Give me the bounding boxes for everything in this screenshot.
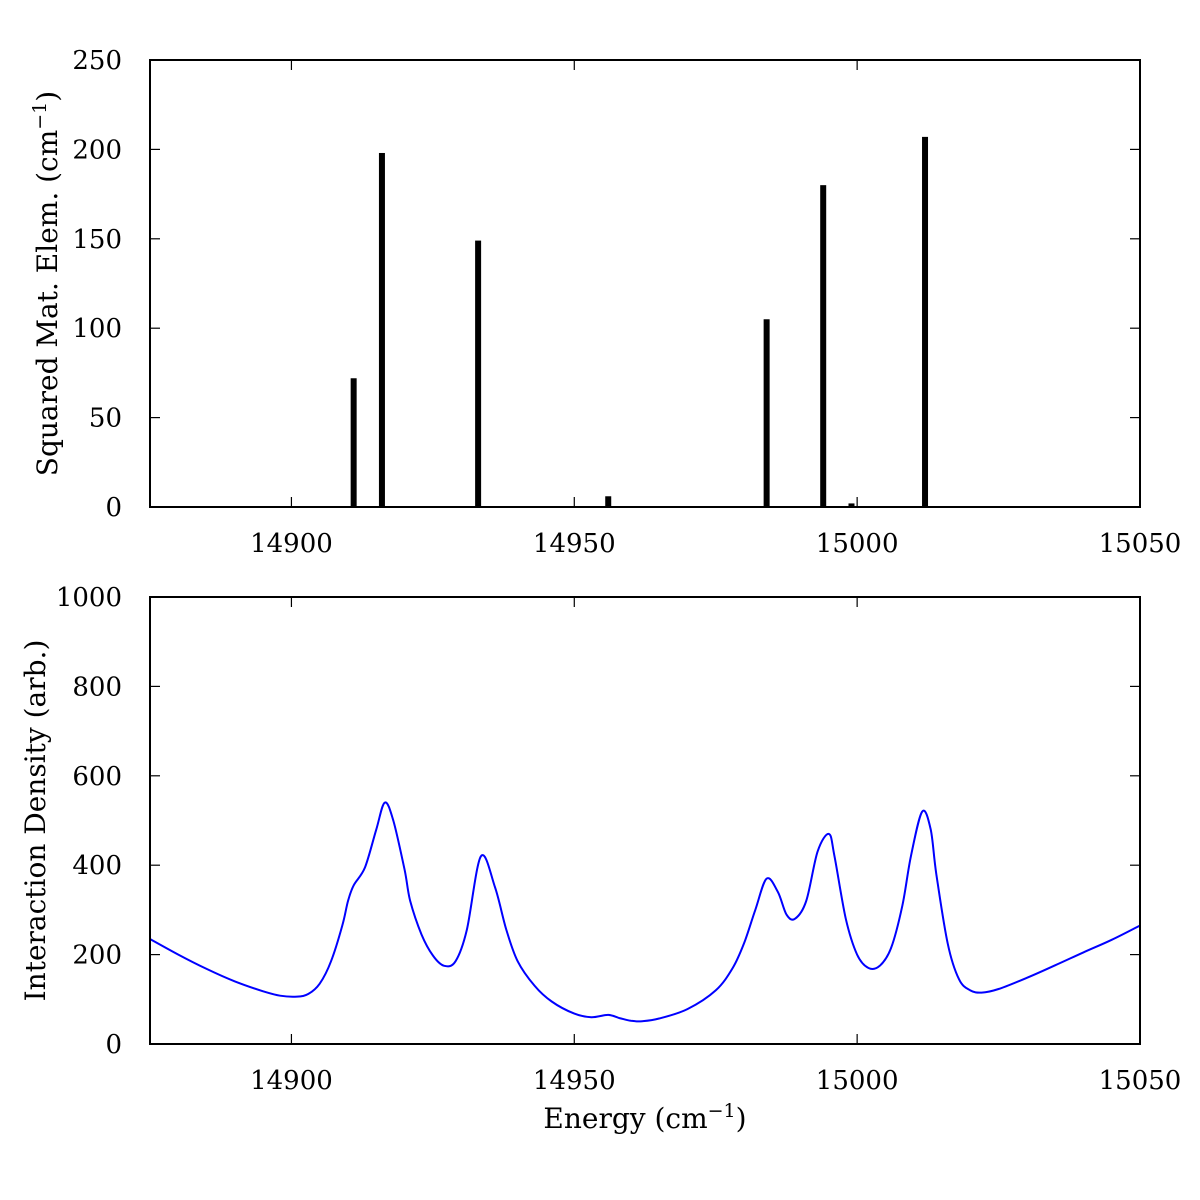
- y-tick-label: 800: [72, 672, 122, 702]
- top-y-axis-label-superscript: −1: [29, 102, 51, 130]
- y-tick-label: 200: [72, 135, 122, 165]
- bars-group: [350, 136, 929, 507]
- x-tick-label: 15000: [816, 1066, 899, 1096]
- bottom-x-axis-label-superscript: −1: [708, 1100, 736, 1122]
- x-tick-label: 15050: [1099, 529, 1182, 559]
- bar: [820, 185, 827, 507]
- y-tick-label: 250: [72, 46, 122, 76]
- y-tick-label: 150: [72, 225, 122, 255]
- top-plot-frame: [149, 59, 1141, 508]
- top-y-axis-label: Squared Mat. Elem. (cm−1): [29, 91, 64, 476]
- bar: [605, 496, 612, 507]
- x-tick-label: 15050: [1099, 1066, 1182, 1096]
- x-tick-label: 15000: [816, 529, 899, 559]
- bar: [922, 136, 929, 507]
- x-tick-label: 14900: [250, 529, 333, 559]
- y-tick-label: 0: [105, 493, 122, 523]
- y-tick-label: 200: [72, 941, 122, 971]
- top-y-ticks: 0 50 100 150 200 250: [72, 46, 1140, 523]
- bottom-plot-frame: [149, 596, 1141, 1045]
- bottom-x-ticks: 14900 14950 15000 15050: [250, 597, 1181, 1096]
- bar: [475, 240, 482, 507]
- bar: [763, 319, 770, 507]
- y-tick-label: 0: [105, 1030, 122, 1060]
- top-y-axis-label-close: ): [31, 91, 64, 102]
- x-tick-label: 14900: [250, 1066, 333, 1096]
- top-panel-bar-chart: 14900 14950 15000 15050 0 50 100 150 200 250 Squ…: [29, 46, 1181, 559]
- bottom-x-axis-label-main: Energy (cm: [543, 1102, 707, 1135]
- bottom-y-ticks: 0 200 400 600 800 1000: [56, 583, 1140, 1060]
- y-tick-label: 400: [72, 851, 122, 881]
- top-y-axis-label-main: Squared Mat. Elem. (cm: [31, 130, 64, 477]
- x-tick-label: 14950: [533, 1066, 616, 1096]
- bottom-x-axis-label: Energy (cm−1): [543, 1100, 746, 1135]
- y-tick-label: 600: [72, 762, 122, 792]
- top-x-ticks: 14900 14950 15000 15050: [250, 60, 1181, 559]
- bottom-panel-line-chart: 14900 14950 15000 15050 0 200 400 600 800 1000 I…: [19, 583, 1181, 1135]
- y-tick-label: 100: [72, 314, 122, 344]
- bottom-y-axis-label: Interaction Density (arb.): [19, 640, 52, 1002]
- bar: [848, 503, 855, 507]
- x-tick-label: 14950: [533, 529, 616, 559]
- bottom-x-axis-label-close: ): [736, 1102, 747, 1135]
- bar: [378, 152, 385, 507]
- series-line: [149, 801, 1141, 1023]
- y-tick-label: 1000: [56, 583, 122, 613]
- bar: [350, 378, 357, 507]
- y-tick-label: 50: [89, 404, 122, 434]
